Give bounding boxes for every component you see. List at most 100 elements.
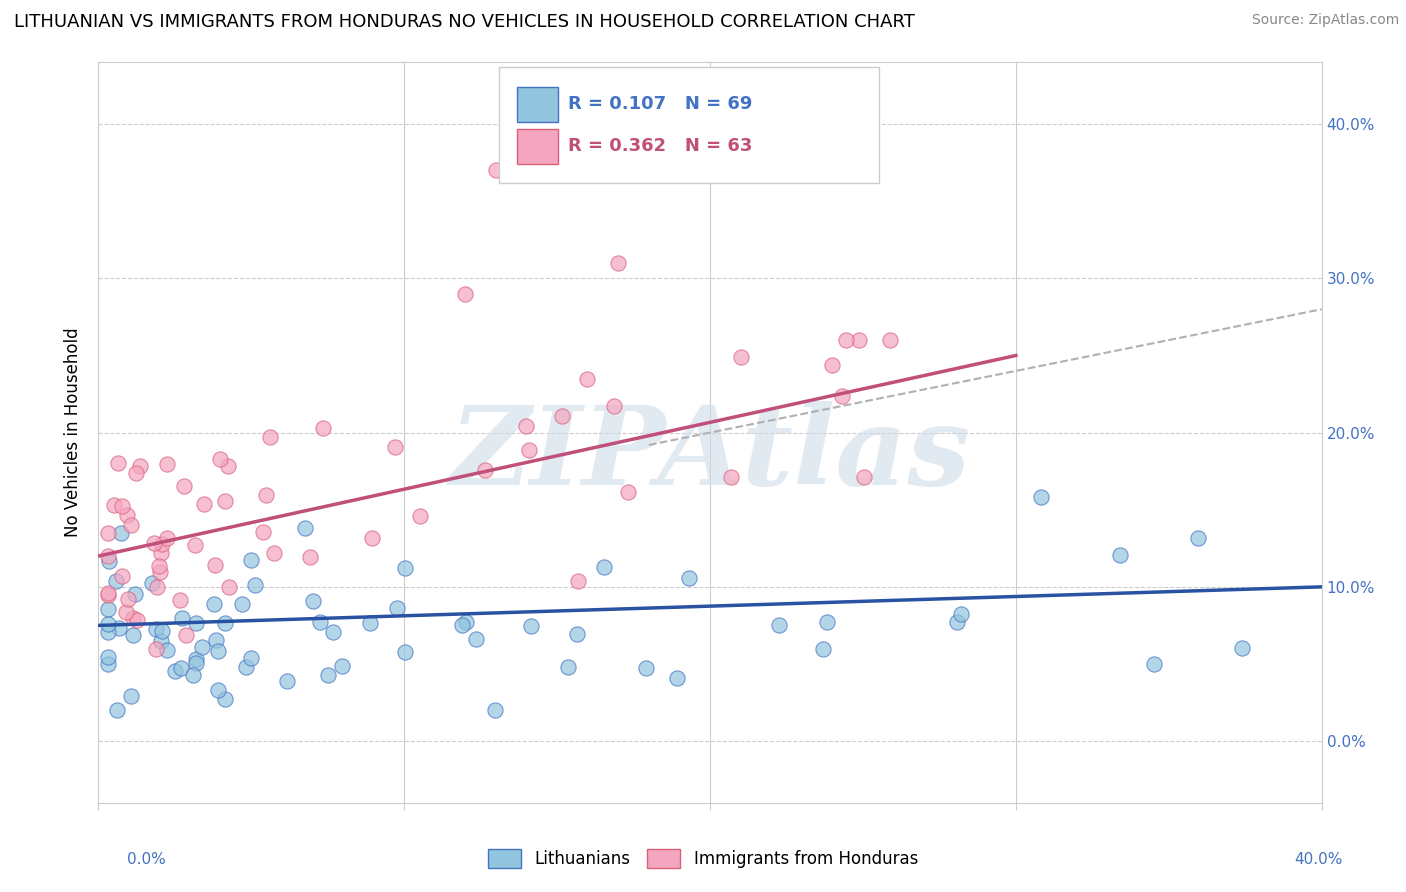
Point [239, 553, 262, 567]
Point [97, 526, 120, 541]
Point [616, 485, 638, 500]
Point [474, 462, 496, 476]
Point [141, 575, 163, 590]
Point [330, 659, 353, 673]
Point [946, 615, 969, 630]
Point [520, 619, 543, 633]
Point [115, 605, 138, 619]
Point [193, 496, 215, 510]
Point [730, 350, 752, 364]
Point [165, 665, 187, 679]
Point [150, 546, 173, 560]
Point [169, 593, 191, 607]
Point [217, 459, 239, 474]
Text: Source: ZipAtlas.com: Source: ZipAtlas.com [1251, 13, 1399, 28]
Point [184, 656, 207, 670]
Point [815, 615, 838, 630]
Text: ZIPAtlas: ZIPAtlas [450, 401, 970, 508]
Point [259, 430, 281, 444]
Point [207, 643, 229, 657]
Point [254, 488, 277, 502]
Text: 40.0%: 40.0% [1295, 852, 1343, 867]
Point [464, 632, 486, 647]
Point [294, 521, 316, 535]
Point [145, 641, 167, 656]
Point [122, 628, 145, 642]
Point [145, 622, 167, 636]
Point [191, 640, 214, 654]
Point [150, 536, 173, 550]
Point [576, 372, 599, 386]
Point [208, 451, 231, 466]
Point [235, 660, 257, 674]
Point [811, 641, 834, 656]
Point [103, 498, 125, 512]
Point [231, 597, 253, 611]
Point [853, 470, 876, 484]
Point [565, 627, 588, 641]
Point [111, 499, 134, 513]
Point [156, 531, 179, 545]
Point [205, 633, 228, 648]
Text: 0.0%: 0.0% [127, 852, 166, 867]
Point [831, 389, 853, 403]
Point [174, 628, 197, 642]
Point [239, 651, 262, 665]
Point [97, 586, 120, 600]
Point [384, 440, 406, 454]
Point [156, 643, 179, 657]
Point [97, 549, 120, 564]
Point [148, 559, 170, 574]
Point [276, 673, 298, 688]
Point [949, 607, 972, 621]
Point [128, 458, 150, 473]
Point [104, 574, 127, 589]
Point [1029, 491, 1052, 505]
Point [97, 588, 120, 602]
Point [879, 333, 901, 347]
Point [150, 624, 173, 638]
Point [720, 469, 742, 483]
Point [124, 587, 146, 601]
Point [666, 671, 689, 685]
Point [204, 558, 226, 572]
Point [170, 661, 193, 675]
Point [97, 602, 120, 616]
Point [1108, 549, 1130, 563]
Point [678, 571, 700, 585]
Point [515, 419, 537, 434]
Point [181, 668, 204, 682]
Point [110, 526, 132, 541]
Point [173, 478, 195, 492]
Point [207, 682, 229, 697]
Point [184, 652, 207, 666]
Point [359, 615, 381, 630]
Point [1143, 657, 1166, 672]
Point [484, 703, 506, 717]
Point [97, 553, 120, 567]
Point [593, 560, 616, 574]
Point [105, 703, 128, 717]
Point [214, 691, 236, 706]
Point [263, 545, 285, 559]
Point [252, 525, 274, 540]
Point [107, 456, 129, 470]
Point [394, 561, 416, 575]
Point [848, 333, 870, 347]
Point [122, 611, 145, 625]
Point [485, 163, 508, 178]
Point [146, 581, 169, 595]
Point [202, 597, 225, 611]
Point [108, 621, 131, 635]
Point [821, 358, 844, 372]
Text: LITHUANIAN VS IMMIGRANTS FROM HONDURAS NO VEHICLES IN HOUSEHOLD CORRELATION CHAR: LITHUANIAN VS IMMIGRANTS FROM HONDURAS N… [14, 13, 915, 31]
Legend: Lithuanians, Immigrants from Honduras: Lithuanians, Immigrants from Honduras [481, 842, 925, 875]
Point [125, 467, 148, 481]
Point [243, 577, 266, 591]
Point [143, 536, 166, 550]
Point [557, 659, 579, 673]
Point [316, 668, 339, 682]
Point [603, 400, 626, 414]
Point [551, 409, 574, 423]
Point [97, 649, 120, 664]
